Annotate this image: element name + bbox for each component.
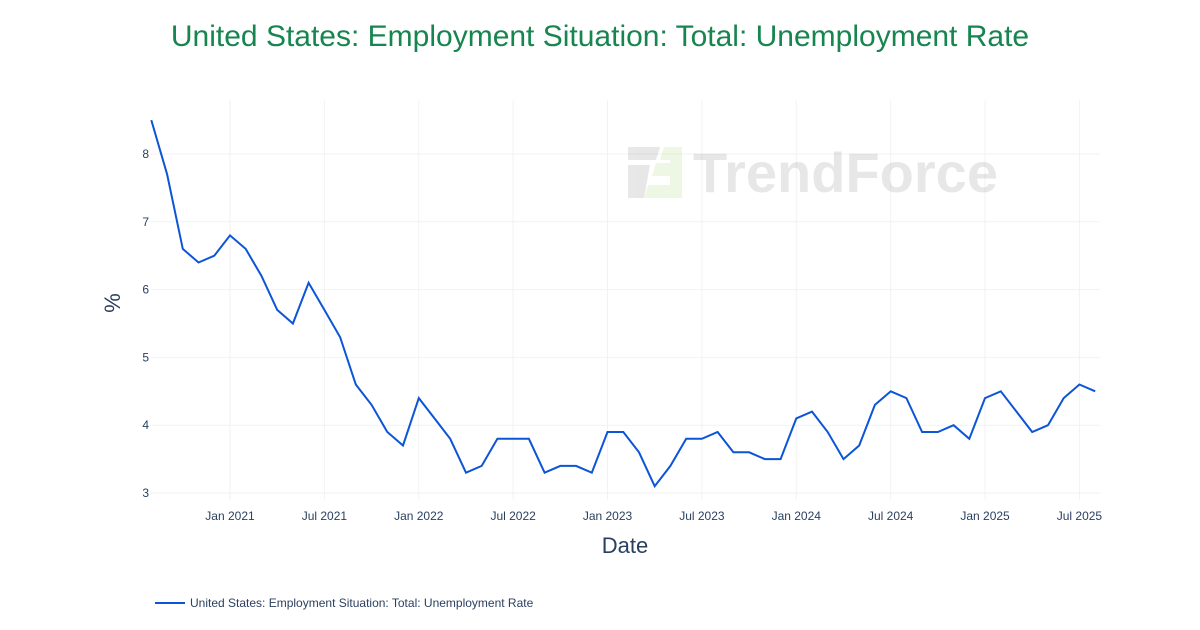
x-tick-label: Jan 2025 xyxy=(960,509,1010,523)
trendforce-watermark: TrendForce xyxy=(628,141,998,204)
x-tick-label: Jan 2022 xyxy=(394,509,444,523)
x-tick-label: Jan 2023 xyxy=(583,509,633,523)
x-tick-label: Jul 2023 xyxy=(679,509,725,523)
x-axis-title: Date xyxy=(602,533,648,558)
series-line xyxy=(150,119,1096,489)
y-tick-label: 3 xyxy=(142,486,149,500)
x-tick-label: Jul 2025 xyxy=(1057,509,1103,523)
legend-label: United States: Employment Situation: Tot… xyxy=(190,596,534,610)
y-tick-label: 8 xyxy=(142,147,149,161)
svg-text:TrendForce: TrendForce xyxy=(693,141,998,204)
x-tick-label: Jul 2022 xyxy=(490,509,536,523)
chart-title: United States: Employment Situation: Tot… xyxy=(170,20,1030,53)
y-axis-title: % xyxy=(100,293,125,313)
x-tick-label: Jul 2021 xyxy=(302,509,348,523)
legend-swatch xyxy=(155,602,185,604)
y-tick-label: 6 xyxy=(142,283,149,297)
y-tick-label: 7 xyxy=(142,215,149,229)
y-tick-label: 4 xyxy=(142,418,149,432)
legend[interactable]: United States: Employment Situation: Tot… xyxy=(155,596,533,610)
y-tick-label: 5 xyxy=(142,350,149,364)
x-tick-label: Jan 2021 xyxy=(205,509,255,523)
x-tick-label: Jul 2024 xyxy=(868,509,914,523)
x-tick-label: Jan 2024 xyxy=(772,509,822,523)
